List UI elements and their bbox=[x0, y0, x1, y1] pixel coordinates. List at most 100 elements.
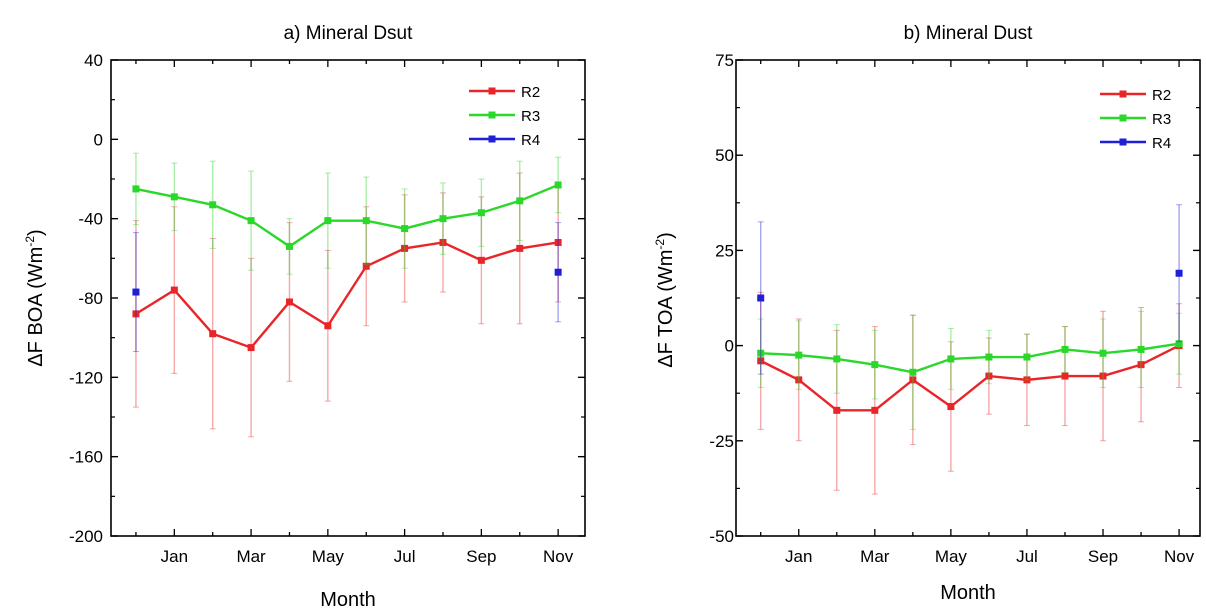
data-point bbox=[909, 368, 917, 376]
x-tick-label: Jan bbox=[161, 547, 188, 566]
data-point bbox=[247, 344, 255, 352]
x-tick-label: Jan bbox=[785, 547, 812, 566]
y-tick-label: -200 bbox=[69, 527, 103, 546]
data-point bbox=[1061, 345, 1069, 353]
data-point bbox=[554, 268, 562, 276]
series-r3 bbox=[132, 152, 562, 275]
data-point bbox=[985, 372, 993, 380]
data-point bbox=[362, 262, 370, 270]
legend-marker bbox=[488, 135, 496, 143]
y-tick-label: 50 bbox=[715, 146, 734, 165]
x-tick-label: May bbox=[935, 547, 968, 566]
data-point bbox=[757, 357, 765, 365]
legend-marker bbox=[1119, 138, 1127, 146]
data-point bbox=[909, 376, 917, 384]
data-point bbox=[795, 351, 803, 359]
data-point bbox=[833, 406, 841, 414]
data-point bbox=[401, 225, 409, 233]
data-point bbox=[1023, 353, 1031, 361]
y-tick-label: -80 bbox=[78, 289, 103, 308]
y-tick-label: 40 bbox=[84, 51, 103, 70]
data-point bbox=[477, 209, 485, 217]
series-r4 bbox=[757, 204, 1183, 375]
data-point bbox=[1061, 372, 1069, 380]
x-tick-label: Jul bbox=[394, 547, 416, 566]
legend-marker bbox=[1119, 114, 1127, 122]
data-point bbox=[132, 310, 140, 318]
data-point bbox=[985, 353, 993, 361]
data-point bbox=[1099, 372, 1107, 380]
data-point bbox=[439, 215, 447, 223]
data-point bbox=[362, 217, 370, 225]
data-point bbox=[247, 217, 255, 225]
panel-a-xlabel: Month bbox=[320, 589, 376, 611]
y-tick-label: -160 bbox=[69, 448, 103, 467]
data-point bbox=[947, 355, 955, 363]
panel-a: a) Mineral Dsut Month ΔF BOA (Wm-2) 40 0 -… bbox=[23, 23, 586, 611]
x-tick-label: Mar bbox=[860, 547, 890, 566]
data-point bbox=[285, 298, 293, 306]
legend-marker bbox=[1119, 90, 1127, 98]
data-point bbox=[132, 185, 140, 193]
y-tick-label: 75 bbox=[715, 51, 734, 70]
data-point bbox=[554, 238, 562, 246]
x-tick-label: Sep bbox=[1088, 547, 1118, 566]
series-line bbox=[760, 344, 1180, 412]
series-r2 bbox=[757, 291, 1183, 495]
panel-b: b) Mineral Dust Month ΔF TOA (Wm-2) 75 50… bbox=[653, 23, 1201, 604]
data-point bbox=[1175, 269, 1183, 277]
data-point bbox=[1023, 376, 1031, 384]
panel-a-ylabel: ΔF BOA (Wm-2) bbox=[23, 229, 47, 366]
y-tick-label: 0 bbox=[725, 337, 734, 356]
x-tick-label: Mar bbox=[236, 547, 266, 566]
x-tick-label: Jul bbox=[1016, 547, 1038, 566]
y-tick-label: -50 bbox=[709, 527, 734, 546]
x-tick-label: Nov bbox=[543, 547, 574, 566]
data-point bbox=[871, 406, 879, 414]
panel-a-title: a) Mineral Dsut bbox=[284, 23, 414, 44]
data-point bbox=[324, 217, 332, 225]
panel-b-xlabel: Month bbox=[940, 582, 996, 604]
data-point bbox=[757, 349, 765, 357]
data-point bbox=[1137, 361, 1145, 369]
legend-marker bbox=[488, 111, 496, 119]
x-tick-label: May bbox=[312, 547, 345, 566]
legend-label: R2 bbox=[521, 84, 540, 101]
data-point bbox=[209, 330, 217, 338]
y-tick-label: -40 bbox=[78, 210, 103, 229]
data-point bbox=[1137, 345, 1145, 353]
data-point bbox=[1099, 349, 1107, 357]
legend-marker bbox=[488, 87, 496, 95]
data-point bbox=[871, 361, 879, 369]
series-line bbox=[135, 183, 559, 248]
data-point bbox=[554, 181, 562, 189]
data-point bbox=[324, 322, 332, 330]
y-tick-label: -25 bbox=[709, 432, 734, 451]
legend-label: R3 bbox=[1152, 111, 1171, 128]
data-point bbox=[516, 197, 524, 205]
data-point bbox=[757, 294, 765, 302]
x-tick-label: Sep bbox=[466, 547, 496, 566]
legend-label: R3 bbox=[521, 108, 540, 125]
series-line bbox=[760, 342, 1180, 374]
series-line bbox=[135, 241, 559, 349]
data-point bbox=[132, 288, 140, 296]
panel-b-plot: 75 50 25 0 -25 -50 Jan Mar May Jul Sep Nov R2 R3 R4 bbox=[709, 51, 1201, 566]
panel-b-title: b) Mineral Dust bbox=[904, 23, 1034, 44]
data-point bbox=[209, 201, 217, 209]
data-point bbox=[439, 238, 447, 246]
y-tick-label: -120 bbox=[69, 368, 103, 387]
data-point bbox=[285, 242, 293, 250]
data-point bbox=[170, 193, 178, 201]
data-point bbox=[401, 244, 409, 252]
legend-label: R2 bbox=[1152, 87, 1171, 104]
data-point bbox=[516, 244, 524, 252]
data-point bbox=[1175, 340, 1183, 348]
data-point bbox=[795, 376, 803, 384]
y-tick-label: 25 bbox=[715, 241, 734, 260]
x-tick-label: Nov bbox=[1164, 547, 1195, 566]
data-point bbox=[477, 256, 485, 264]
series-r2 bbox=[132, 172, 562, 438]
